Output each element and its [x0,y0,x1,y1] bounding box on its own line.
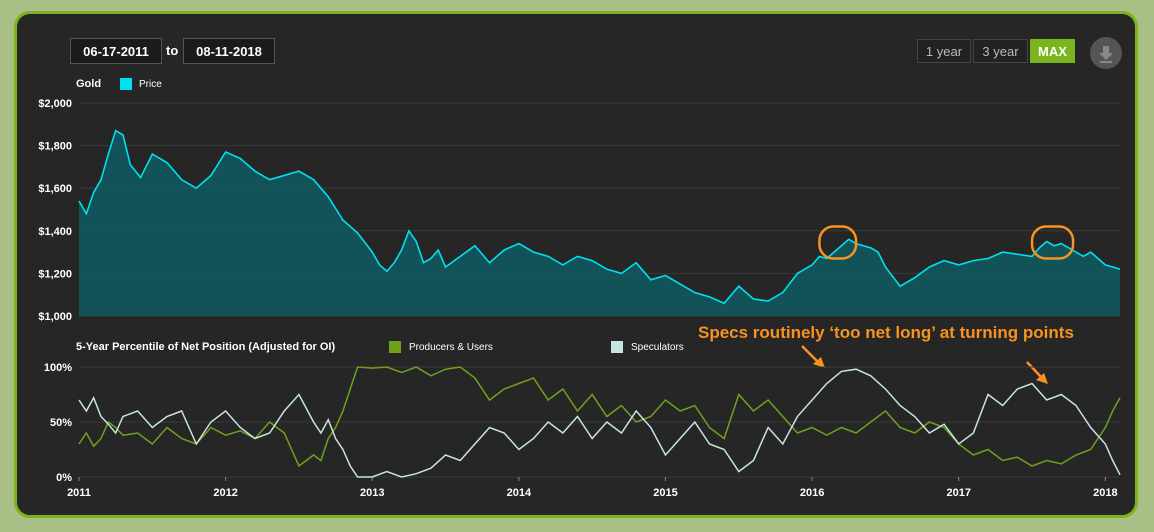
highlight-ellipse [818,225,858,260]
speculators-legend-swatch [611,341,623,353]
percentile-y-tick-label: 50% [50,417,72,429]
price-y-tick-label: $2,000 [38,98,72,110]
x-tick-label: 2018 [1093,487,1117,499]
price-y-tick-label: $1,600 [38,183,72,195]
range-button-1-year[interactable]: 1 year [917,39,971,63]
x-tick-label: 2011 [67,487,91,499]
x-tick-label: 2013 [360,487,384,499]
annotation-arrow-1 [801,345,820,364]
producers-legend-label[interactable]: Producers & Users [409,342,493,353]
annotation-arrow-2 [1026,361,1043,379]
annotation-arrowhead-2 [1036,373,1048,384]
speculators-line [78,368,1121,478]
speculators-legend-label[interactable]: Speculators [631,342,684,353]
range-button-3-year[interactable]: 3 year [973,39,1028,63]
price-y-tick-label: $1,200 [38,268,72,280]
price-chart-title: Gold [76,78,101,90]
producers-legend-swatch [389,341,401,353]
download-icon [1099,46,1113,63]
price-area [79,130,1120,316]
highlight-ellipse [1030,225,1075,260]
producers-line [78,366,1121,468]
x-tick-label: 2015 [653,487,677,499]
chart-panel: 06-17-2011 to 08-11-2018 1 year 3 year M… [14,11,1138,518]
price-y-tick-label: $1,800 [38,141,72,153]
percentile-chart-title: 5-Year Percentile of Net Position (Adjus… [76,341,335,353]
price-legend-label[interactable]: Price [139,79,162,90]
range-button-max[interactable]: MAX [1030,39,1075,63]
x-tick-label: 2012 [213,487,237,499]
end-date-input[interactable]: 08-11-2018 [183,38,275,64]
annotation-text: Specs routinely ‘too net long’ at turnin… [698,323,1074,342]
annotation-arrowhead-1 [813,357,825,368]
percentile-y-tick-label: 0% [56,472,72,484]
to-label: to [166,43,179,58]
x-tick-label: 2014 [507,487,532,499]
download-button[interactable] [1090,37,1122,69]
price-line [78,129,1121,305]
x-tick-label: 2016 [800,487,824,499]
start-date-input[interactable]: 06-17-2011 [70,38,162,64]
percentile-y-tick-label: 100% [44,362,72,374]
price-y-tick-label: $1,000 [38,311,72,323]
chart-svg: Gold Price 5-Year Percentile of Net Posi… [38,78,1121,499]
price-legend-swatch [120,78,132,90]
x-tick-label: 2017 [946,487,970,499]
price-y-tick-label: $1,400 [38,226,72,238]
